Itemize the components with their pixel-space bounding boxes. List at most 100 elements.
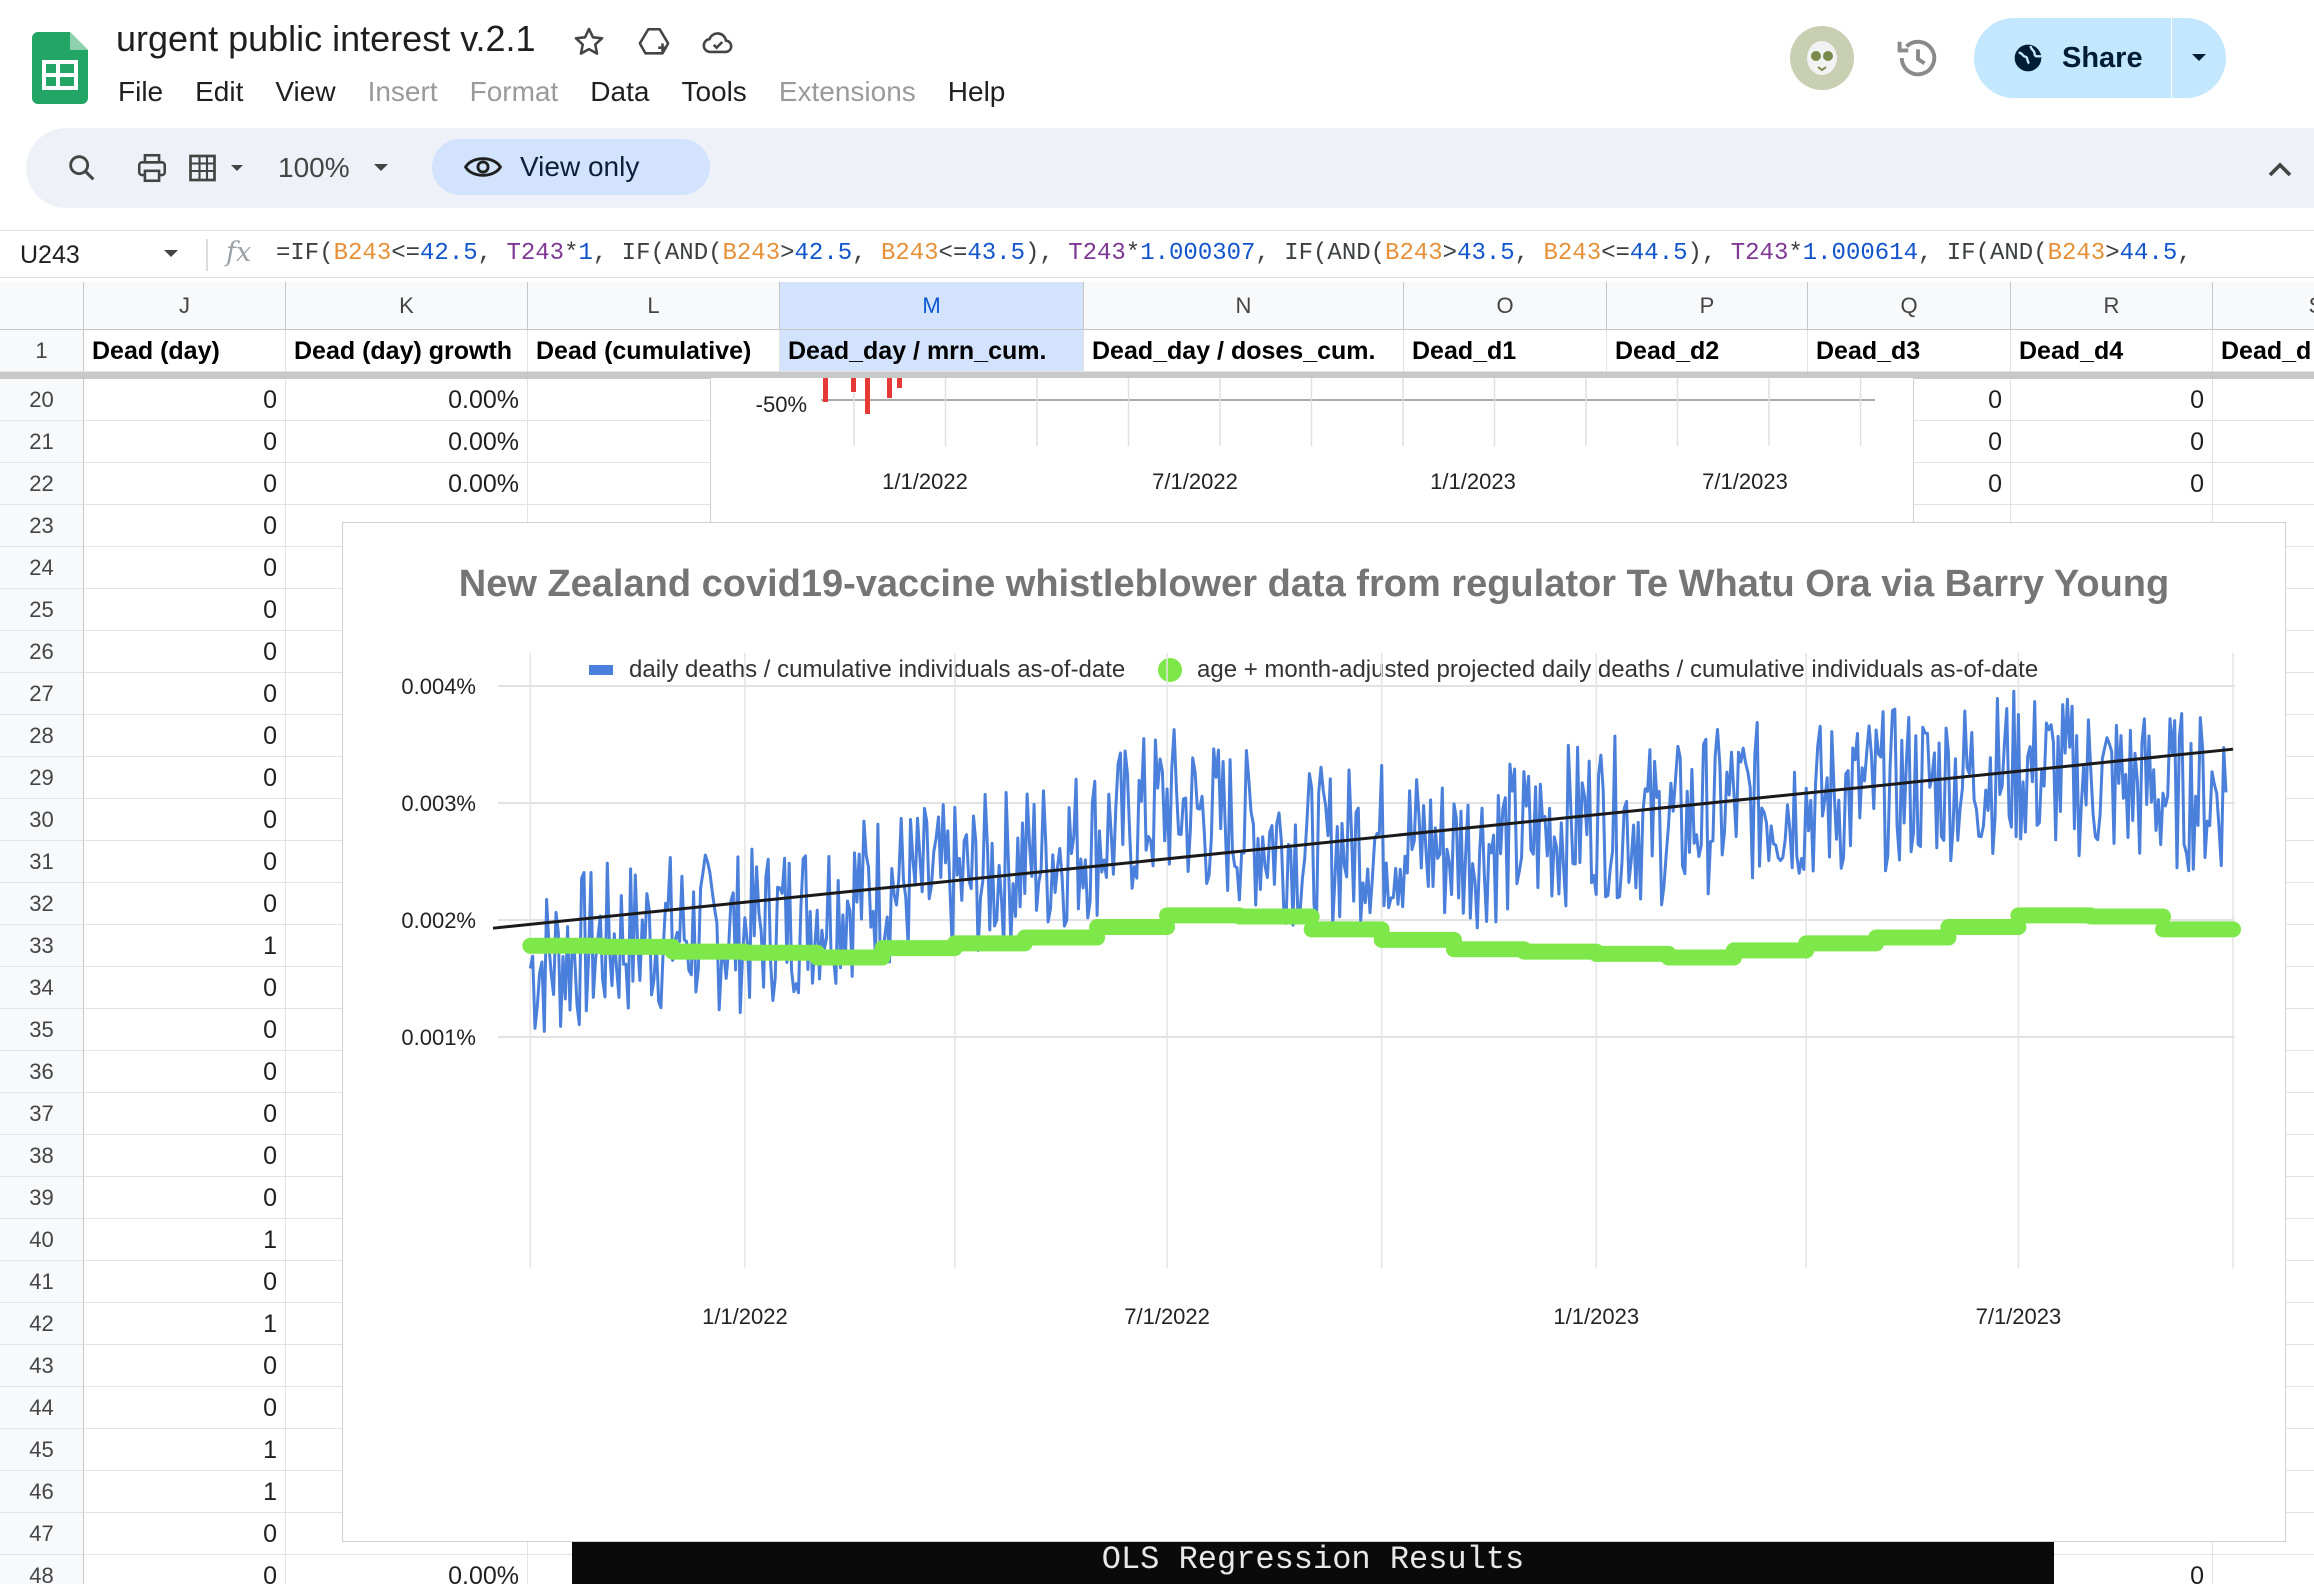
row-header-1[interactable]: 1: [0, 330, 84, 372]
print-icon[interactable]: [130, 146, 174, 190]
cell-j[interactable]: 0: [84, 379, 286, 421]
column-header-k[interactable]: K: [286, 282, 528, 330]
menu-help[interactable]: Help: [947, 76, 1006, 107]
cell-j[interactable]: 0: [84, 1387, 286, 1429]
menu-extensions[interactable]: Extensions: [778, 76, 916, 107]
row-header[interactable]: 39: [0, 1177, 84, 1219]
cell-j[interactable]: 0: [84, 1261, 286, 1303]
document-title[interactable]: urgent public interest v.2.1: [116, 18, 536, 59]
row-header[interactable]: 22: [0, 463, 84, 505]
column-header-l[interactable]: L: [528, 282, 780, 330]
row-header[interactable]: 40: [0, 1219, 84, 1261]
cell-j[interactable]: 0: [84, 1345, 286, 1387]
avatar[interactable]: [1790, 26, 1854, 90]
row-header[interactable]: 38: [0, 1135, 84, 1177]
name-box[interactable]: U243: [20, 241, 80, 269]
cell-k[interactable]: 0.00%: [286, 379, 528, 421]
cell-j[interactable]: 0: [84, 1513, 286, 1555]
header-cell-o[interactable]: Dead_d1: [1404, 330, 1607, 372]
search-icon[interactable]: [60, 146, 104, 190]
row-header[interactable]: 48: [0, 1555, 84, 1584]
move-to-drive-icon[interactable]: [632, 20, 676, 64]
row-header[interactable]: 36: [0, 1051, 84, 1093]
column-header-r[interactable]: R: [2011, 282, 2213, 330]
view-only-button[interactable]: View only: [432, 139, 710, 195]
cloud-saved-icon[interactable]: [696, 20, 740, 64]
menu-insert[interactable]: Insert: [367, 76, 438, 107]
cell-j[interactable]: 0: [84, 967, 286, 1009]
paint-format-menu-icon[interactable]: [186, 146, 258, 190]
row-header[interactable]: 25: [0, 589, 84, 631]
column-header-m[interactable]: M: [780, 282, 1084, 330]
cell-j[interactable]: 1: [84, 1471, 286, 1513]
zoom-select[interactable]: 100%: [278, 148, 390, 188]
row-header[interactable]: 33: [0, 925, 84, 967]
cell-j[interactable]: 0: [84, 883, 286, 925]
cell-k[interactable]: 0.00%: [286, 463, 528, 505]
cell-j[interactable]: 0: [84, 1177, 286, 1219]
cell-j[interactable]: 0: [84, 673, 286, 715]
cell-j[interactable]: 1: [84, 1429, 286, 1471]
select-all-corner[interactable]: [0, 282, 84, 330]
column-header-q[interactable]: Q: [1808, 282, 2011, 330]
name-box-caret-icon[interactable]: [162, 247, 180, 265]
cell-j[interactable]: 0: [84, 1009, 286, 1051]
row-header[interactable]: 42: [0, 1303, 84, 1345]
column-header-n[interactable]: N: [1084, 282, 1404, 330]
cell-r[interactable]: 0: [2011, 421, 2213, 463]
header-cell-s[interactable]: Dead_d: [2213, 330, 2314, 372]
header-cell-r[interactable]: Dead_d4: [2011, 330, 2213, 372]
version-history-icon[interactable]: [1892, 32, 1944, 84]
row-header[interactable]: 28: [0, 715, 84, 757]
partial-chart[interactable]: -50% 1/1/2022 7/1/2022 1/1/2023 7/1/2023: [710, 378, 1914, 524]
row-header[interactable]: 31: [0, 841, 84, 883]
row-header[interactable]: 35: [0, 1009, 84, 1051]
cell-k[interactable]: 0.00%: [286, 1555, 528, 1584]
cell-j[interactable]: 0: [84, 589, 286, 631]
cell-s[interactable]: [2213, 1513, 2314, 1555]
ols-results-banner[interactable]: OLS Regression Results: [572, 1538, 2054, 1584]
menu-tools[interactable]: Tools: [681, 76, 747, 107]
row-header[interactable]: 24: [0, 547, 84, 589]
row-header[interactable]: 32: [0, 883, 84, 925]
cell-r[interactable]: 0: [2011, 463, 2213, 505]
share-button[interactable]: Share: [1974, 18, 2226, 98]
menu-edit[interactable]: Edit: [195, 76, 244, 107]
row-header[interactable]: 34: [0, 967, 84, 1009]
cell-j[interactable]: 1: [84, 1303, 286, 1345]
row-header[interactable]: 27: [0, 673, 84, 715]
row-header[interactable]: 43: [0, 1345, 84, 1387]
header-cell-k[interactable]: Dead (day) growth: [286, 330, 528, 372]
cell-j[interactable]: 0: [84, 421, 286, 463]
cell-j[interactable]: 0: [84, 1093, 286, 1135]
cell-j[interactable]: 0: [84, 463, 286, 505]
column-header-p[interactable]: P: [1607, 282, 1808, 330]
row-header[interactable]: 26: [0, 631, 84, 673]
cell-s[interactable]: [2213, 463, 2314, 505]
share-dropdown-button[interactable]: [2172, 18, 2226, 98]
header-cell-n[interactable]: Dead_day / doses_cum.: [1084, 330, 1404, 372]
header-cell-j[interactable]: Dead (day): [84, 330, 286, 372]
header-cell-m[interactable]: Dead_day / mrn_cum.: [780, 330, 1084, 372]
cell-s[interactable]: [2213, 1555, 2314, 1584]
share-main-button[interactable]: Share: [1974, 18, 2171, 98]
menu-data[interactable]: Data: [590, 76, 650, 107]
cell-k[interactable]: 0.00%: [286, 421, 528, 463]
collapse-menus-icon[interactable]: [2260, 150, 2300, 190]
cell-j[interactable]: 0: [84, 715, 286, 757]
header-cell-p[interactable]: Dead_d2: [1607, 330, 1808, 372]
cell-j[interactable]: 0: [84, 547, 286, 589]
cell-r[interactable]: 0: [2011, 1555, 2213, 1584]
main-chart[interactable]: New Zealand covid19-vaccine whistleblowe…: [342, 522, 2286, 1542]
cell-j[interactable]: 1: [84, 1219, 286, 1261]
menu-format[interactable]: Format: [469, 76, 559, 107]
row-header[interactable]: 29: [0, 757, 84, 799]
frozen-row-divider[interactable]: [0, 372, 2314, 379]
column-header-j[interactable]: J: [84, 282, 286, 330]
row-header[interactable]: 44: [0, 1387, 84, 1429]
cell-j[interactable]: 0: [84, 841, 286, 883]
row-header[interactable]: 45: [0, 1429, 84, 1471]
header-cell-q[interactable]: Dead_d3: [1808, 330, 2011, 372]
row-header[interactable]: 41: [0, 1261, 84, 1303]
cell-s[interactable]: [2213, 379, 2314, 421]
